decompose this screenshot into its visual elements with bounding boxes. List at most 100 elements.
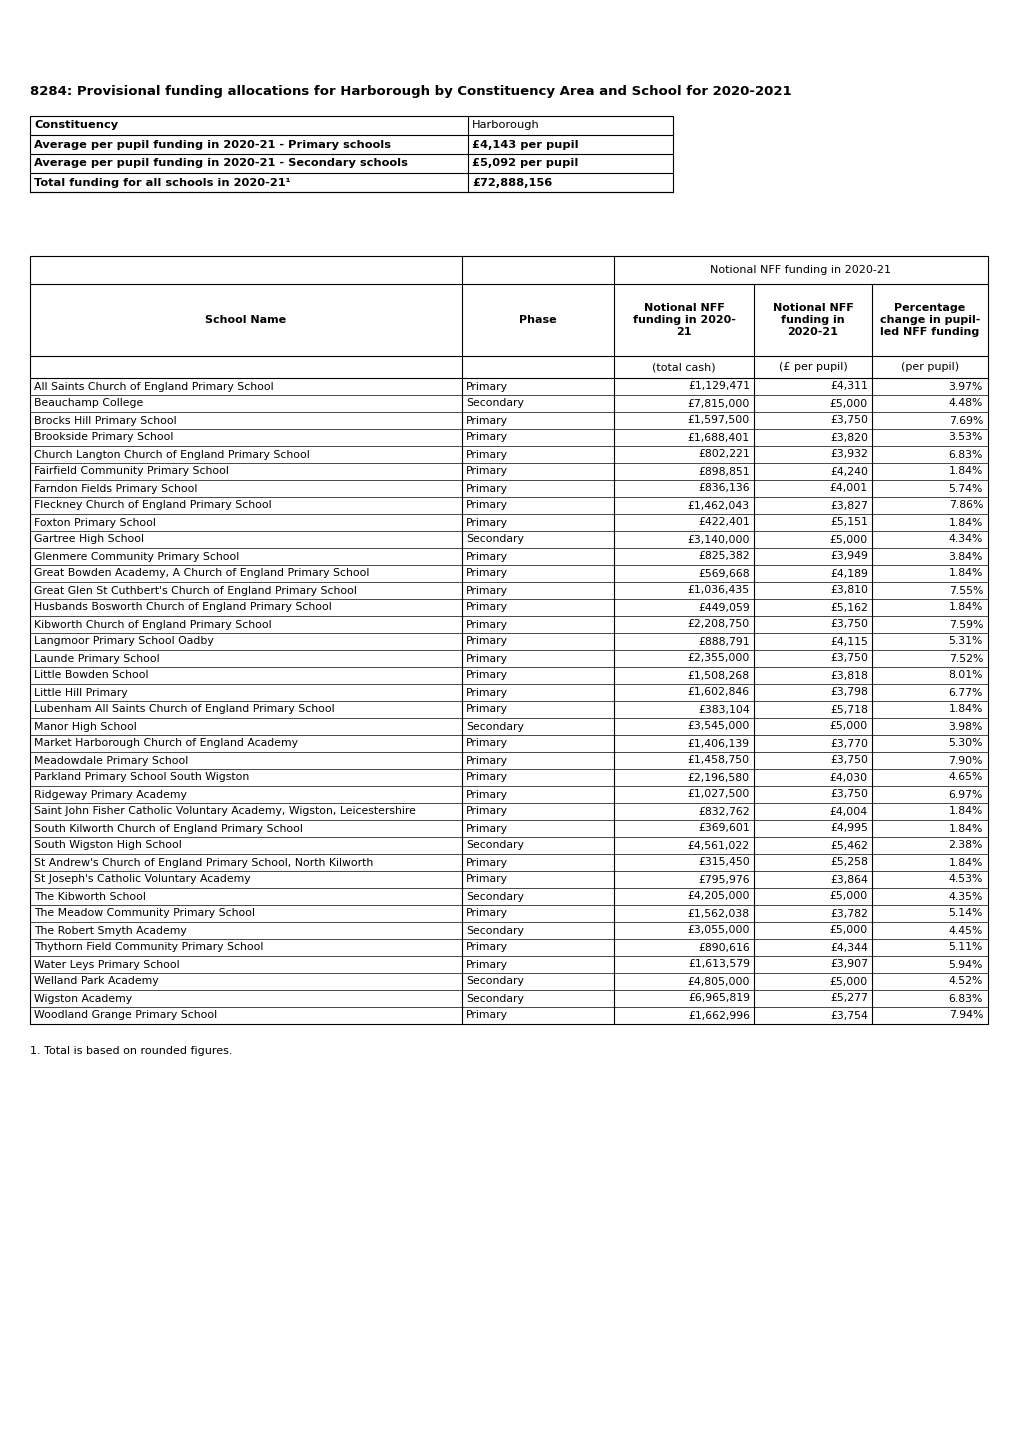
Text: Primary: Primary xyxy=(466,960,507,970)
Text: £4,189: £4,189 xyxy=(829,569,867,579)
Text: St Andrew's Church of England Primary School, North Kilworth: St Andrew's Church of England Primary Sc… xyxy=(34,857,373,867)
Text: £1,613,579: £1,613,579 xyxy=(688,960,749,970)
Text: £4,561,022: £4,561,022 xyxy=(687,840,749,850)
Text: Secondary: Secondary xyxy=(466,722,524,732)
Text: £1,036,435: £1,036,435 xyxy=(687,586,749,596)
Text: £3,750: £3,750 xyxy=(829,416,867,426)
Text: Fairfield Community Primary School: Fairfield Community Primary School xyxy=(34,466,228,476)
Text: Beauchamp College: Beauchamp College xyxy=(34,398,143,408)
Text: £5,000: £5,000 xyxy=(828,925,867,935)
Text: Harborough: Harborough xyxy=(472,121,539,130)
Text: Primary: Primary xyxy=(466,704,507,714)
Text: Primary: Primary xyxy=(466,450,507,459)
Text: 7.86%: 7.86% xyxy=(948,501,982,511)
Text: £4,995: £4,995 xyxy=(829,824,867,834)
Text: Church Langton Church of England Primary School: Church Langton Church of England Primary… xyxy=(34,450,310,459)
Text: £422,401: £422,401 xyxy=(698,518,749,528)
Text: Primary: Primary xyxy=(466,381,507,391)
Bar xyxy=(30,255,987,1025)
Text: 5.30%: 5.30% xyxy=(948,739,982,749)
Text: £3,820: £3,820 xyxy=(829,433,867,443)
Text: £383,104: £383,104 xyxy=(698,704,749,714)
Text: £1,406,139: £1,406,139 xyxy=(687,739,749,749)
Text: Average per pupil funding in 2020-21 - Primary schools: Average per pupil funding in 2020-21 - P… xyxy=(34,140,390,150)
Text: £3,907: £3,907 xyxy=(829,960,867,970)
Text: Secondary: Secondary xyxy=(466,977,524,987)
Text: £2,355,000: £2,355,000 xyxy=(687,654,749,664)
Text: £4,344: £4,344 xyxy=(829,942,867,952)
Text: 5.14%: 5.14% xyxy=(948,909,982,919)
Text: £832,762: £832,762 xyxy=(698,807,749,817)
Text: 8.01%: 8.01% xyxy=(948,671,982,681)
Text: Fleckney Church of England Primary School: Fleckney Church of England Primary Schoo… xyxy=(34,501,271,511)
Text: Water Leys Primary School: Water Leys Primary School xyxy=(34,960,179,970)
Text: £890,616: £890,616 xyxy=(698,942,749,952)
Text: 7.55%: 7.55% xyxy=(948,586,982,596)
Text: 4.48%: 4.48% xyxy=(948,398,982,408)
Text: School Name: School Name xyxy=(205,315,286,325)
Text: Wigston Academy: Wigston Academy xyxy=(34,993,132,1003)
Text: Woodland Grange Primary School: Woodland Grange Primary School xyxy=(34,1010,217,1020)
Text: £1,508,268: £1,508,268 xyxy=(687,671,749,681)
Text: £2,208,750: £2,208,750 xyxy=(687,619,749,629)
Text: £449,059: £449,059 xyxy=(698,603,749,612)
Text: £5,462: £5,462 xyxy=(829,840,867,850)
Text: 6.83%: 6.83% xyxy=(948,450,982,459)
Text: 1.84%: 1.84% xyxy=(948,704,982,714)
Text: £5,000: £5,000 xyxy=(828,534,867,544)
Text: Primary: Primary xyxy=(466,433,507,443)
Text: Primary: Primary xyxy=(466,857,507,867)
Text: £7,815,000: £7,815,000 xyxy=(687,398,749,408)
Text: Primary: Primary xyxy=(466,466,507,476)
Text: £2,196,580: £2,196,580 xyxy=(687,772,749,782)
Text: £5,718: £5,718 xyxy=(829,704,867,714)
Text: £3,750: £3,750 xyxy=(829,654,867,664)
Text: Great Bowden Academy, A Church of England Primary School: Great Bowden Academy, A Church of Englan… xyxy=(34,569,369,579)
Text: £5,162: £5,162 xyxy=(829,603,867,612)
Text: Secondary: Secondary xyxy=(466,534,524,544)
Text: 6.77%: 6.77% xyxy=(948,687,982,697)
Text: Primary: Primary xyxy=(466,483,507,494)
Text: Langmoor Primary School Oadby: Langmoor Primary School Oadby xyxy=(34,636,214,646)
Text: Secondary: Secondary xyxy=(466,840,524,850)
Text: Foxton Primary School: Foxton Primary School xyxy=(34,518,156,528)
Text: 5.31%: 5.31% xyxy=(948,636,982,646)
Text: 7.52%: 7.52% xyxy=(948,654,982,664)
Bar xyxy=(30,115,673,192)
Text: £3,782: £3,782 xyxy=(829,909,867,919)
Text: £1,462,043: £1,462,043 xyxy=(687,501,749,511)
Text: Brocks Hill Primary School: Brocks Hill Primary School xyxy=(34,416,176,426)
Text: £3,140,000: £3,140,000 xyxy=(687,534,749,544)
Text: 7.69%: 7.69% xyxy=(948,416,982,426)
Text: Percentage
change in pupil-
led NFF funding: Percentage change in pupil- led NFF fund… xyxy=(879,303,979,338)
Text: 4.45%: 4.45% xyxy=(948,925,982,935)
Text: 4.53%: 4.53% xyxy=(948,874,982,885)
Text: 5.74%: 5.74% xyxy=(948,483,982,494)
Text: £3,750: £3,750 xyxy=(829,756,867,765)
Text: £3,545,000: £3,545,000 xyxy=(687,722,749,732)
Text: 1. Total is based on rounded figures.: 1. Total is based on rounded figures. xyxy=(30,1046,232,1056)
Text: Notional NFF funding in 2020-21: Notional NFF funding in 2020-21 xyxy=(710,266,891,276)
Text: 5.94%: 5.94% xyxy=(948,960,982,970)
Text: Average per pupil funding in 2020-21 - Secondary schools: Average per pupil funding in 2020-21 - S… xyxy=(34,159,408,169)
Text: Primary: Primary xyxy=(466,569,507,579)
Text: 4.34%: 4.34% xyxy=(948,534,982,544)
Text: £3,770: £3,770 xyxy=(829,739,867,749)
Text: 2.38%: 2.38% xyxy=(948,840,982,850)
Text: The Meadow Community Primary School: The Meadow Community Primary School xyxy=(34,909,255,919)
Text: 1.84%: 1.84% xyxy=(948,824,982,834)
Text: Gartree High School: Gartree High School xyxy=(34,534,144,544)
Text: Notional NFF
funding in 2020-
21: Notional NFF funding in 2020- 21 xyxy=(632,303,735,338)
Text: Manor High School: Manor High School xyxy=(34,722,137,732)
Text: South Wigston High School: South Wigston High School xyxy=(34,840,181,850)
Text: 7.90%: 7.90% xyxy=(948,756,982,765)
Text: Secondary: Secondary xyxy=(466,398,524,408)
Text: Notional NFF
funding in
2020-21: Notional NFF funding in 2020-21 xyxy=(771,303,853,338)
Text: Total funding for all schools in 2020-21¹: Total funding for all schools in 2020-21… xyxy=(34,177,290,188)
Text: 1.84%: 1.84% xyxy=(948,857,982,867)
Text: £1,602,846: £1,602,846 xyxy=(687,687,749,697)
Text: 3.97%: 3.97% xyxy=(948,381,982,391)
Text: £1,027,500: £1,027,500 xyxy=(687,789,749,799)
Text: 3.53%: 3.53% xyxy=(948,433,982,443)
Text: £5,092 per pupil: £5,092 per pupil xyxy=(472,159,578,169)
